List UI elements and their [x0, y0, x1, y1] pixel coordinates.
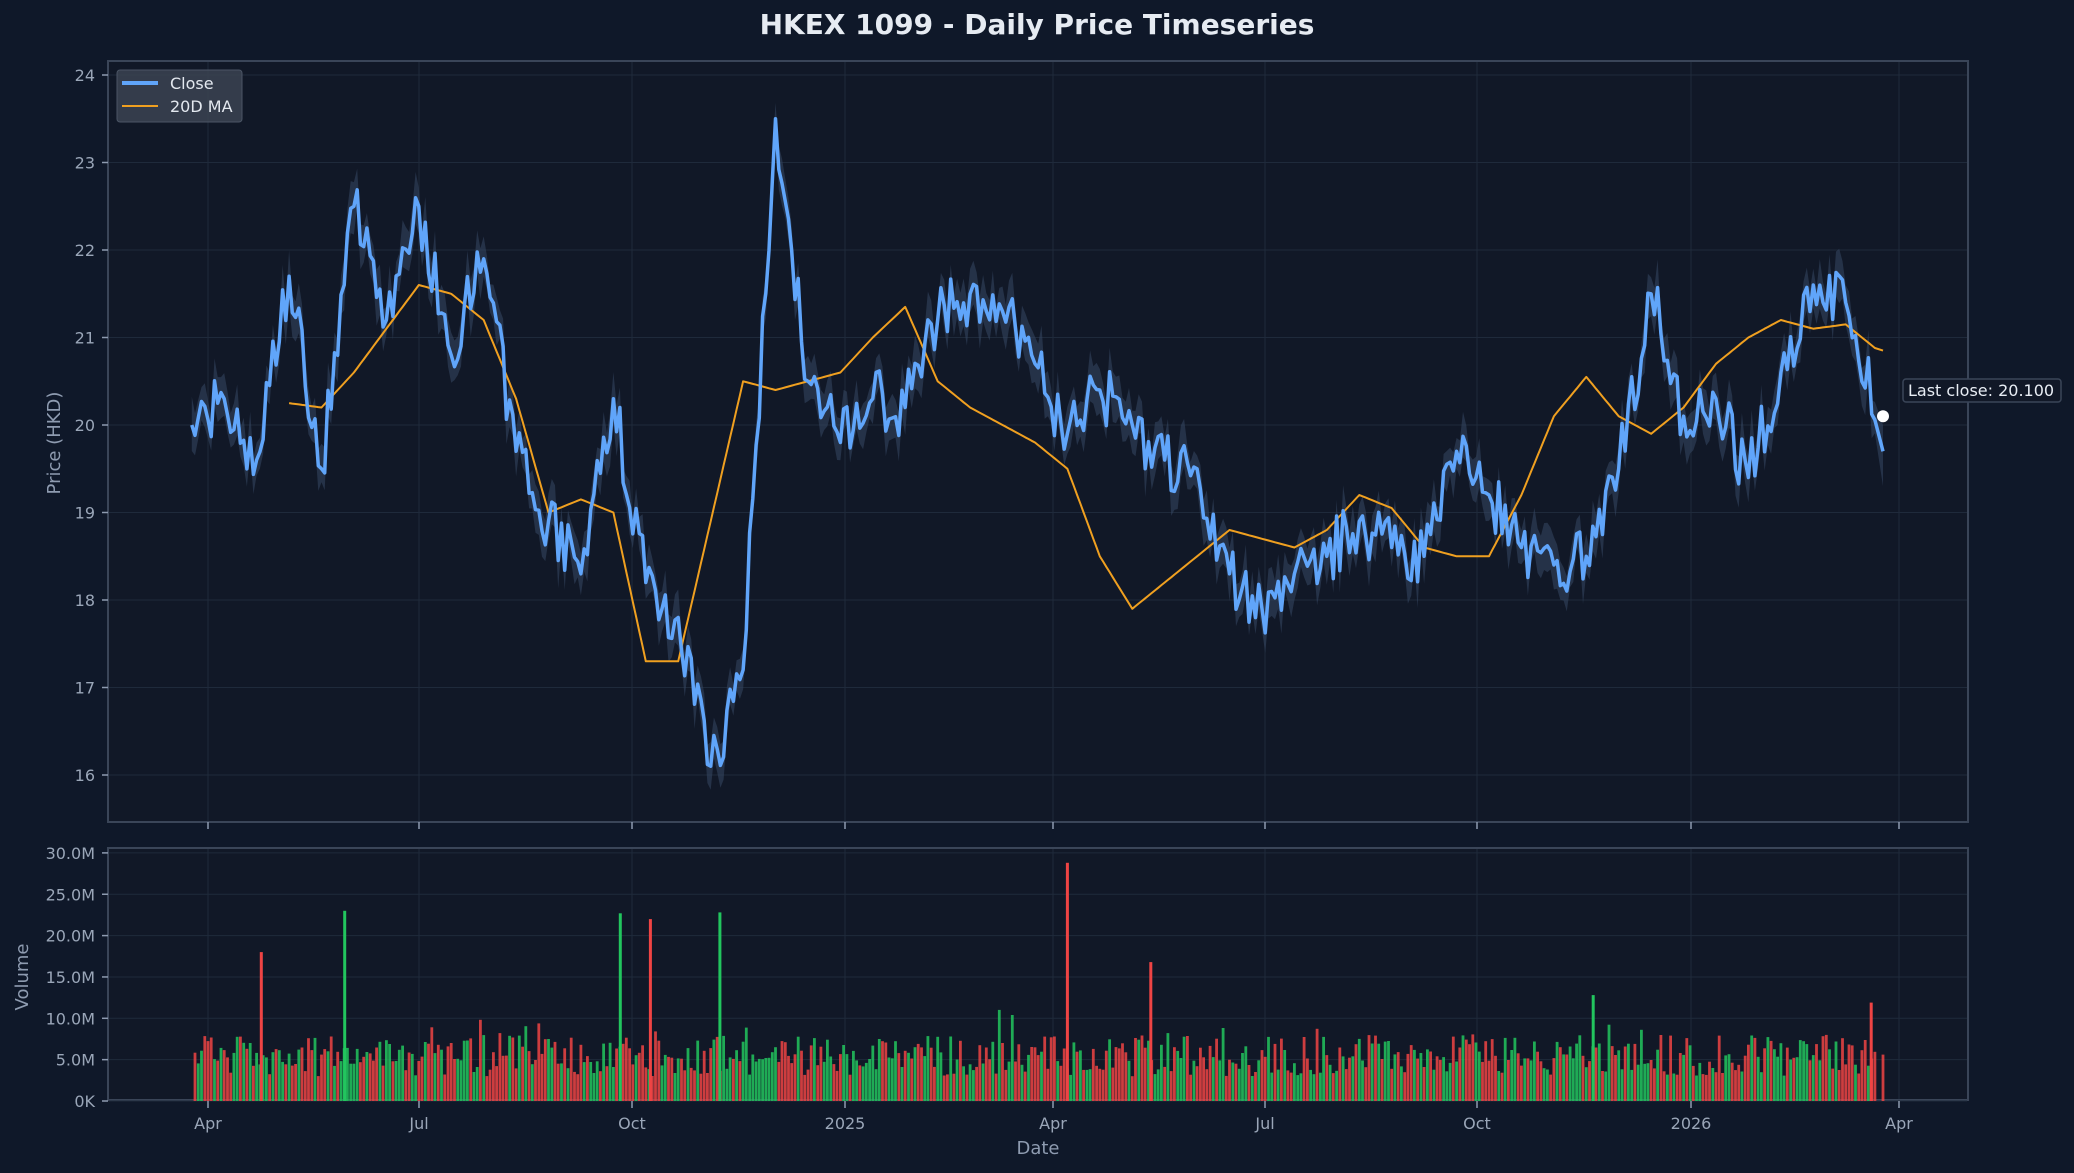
volume-y-tick: 0K — [74, 1092, 95, 1111]
volume-y-tick: 15.0M — [46, 968, 95, 987]
price-y-tick: 18 — [75, 591, 95, 610]
price-grid — [109, 62, 1967, 821]
date-tick-label: Oct — [1463, 1114, 1491, 1133]
volume-bars — [193, 862, 1885, 1101]
legend-close-label: Close — [170, 74, 214, 93]
volume-bar-notable — [343, 910, 347, 1101]
last-close-marker — [1877, 410, 1889, 423]
volume-y-tick: 10.0M — [46, 1009, 95, 1028]
volume-bar-notable — [648, 919, 652, 1101]
price-y-tick: 16 — [75, 766, 95, 785]
volume-bar-notable — [259, 952, 263, 1101]
volume-y-tick: 25.0M — [46, 885, 95, 904]
x-axis-label: Date — [1016, 1138, 1059, 1159]
price-y-tick: 20 — [75, 416, 95, 435]
volume-bar-notable — [1591, 995, 1595, 1101]
price-y-axis: 16 17 18 19 20 21 22 23 24 — [75, 66, 108, 785]
chart-title: HKEX 1099 - Daily Price Timeseries — [759, 8, 1315, 41]
price-y-tick: 17 — [75, 679, 95, 698]
volume-y-axis-label: Volume — [12, 944, 33, 1011]
volume-bar-notable — [1149, 962, 1153, 1101]
price-x-axis — [207, 822, 1900, 829]
volume-x-axis: Apr Jul Oct 2025 Apr Jul Oct 2026 Apr — [194, 1101, 1913, 1133]
volume-bar-notable — [1065, 862, 1069, 1101]
price-y-tick: 21 — [75, 329, 95, 348]
volume-bar-notable — [718, 912, 722, 1101]
legend-ma-label: 20D MA — [170, 97, 233, 116]
date-tick-label: Apr — [1885, 1114, 1913, 1133]
annotation-box — [1902, 378, 2062, 403]
date-tick-label: Apr — [1039, 1114, 1067, 1133]
price-y-tick: 23 — [75, 154, 95, 173]
volume-y-tick: 30.0M — [46, 844, 95, 863]
close-price-line — [190, 117, 1885, 768]
date-tick-label: Jul — [1254, 1114, 1274, 1133]
price-y-tick: 24 — [75, 66, 95, 85]
date-tick-label: 2025 — [825, 1114, 866, 1133]
date-tick-label: 2026 — [1671, 1114, 1712, 1133]
price-y-tick: 22 — [75, 241, 95, 260]
volume-bar-notable — [618, 913, 622, 1101]
volume-y-axis: 0K 5.0M 10.0M 15.0M 20.0M 25.0M 30.0M — [46, 844, 108, 1111]
volume-bar-notable — [1869, 1002, 1873, 1101]
date-tick-label: Oct — [618, 1114, 646, 1133]
volume-y-tick: 20.0M — [46, 927, 95, 946]
date-tick-label: Apr — [194, 1114, 222, 1133]
legend: Close 20D MA — [116, 69, 243, 123]
price-y-axis-label: Price (HKD) — [44, 392, 65, 495]
price-y-tick: 19 — [75, 504, 95, 523]
date-tick-label: Jul — [408, 1114, 428, 1133]
volume-y-tick: 5.0M — [56, 1051, 95, 1070]
last-close-annotation: Last close: 20.100 — [1902, 378, 2062, 403]
annotation-text: Last close: 20.100 — [1908, 381, 2054, 400]
